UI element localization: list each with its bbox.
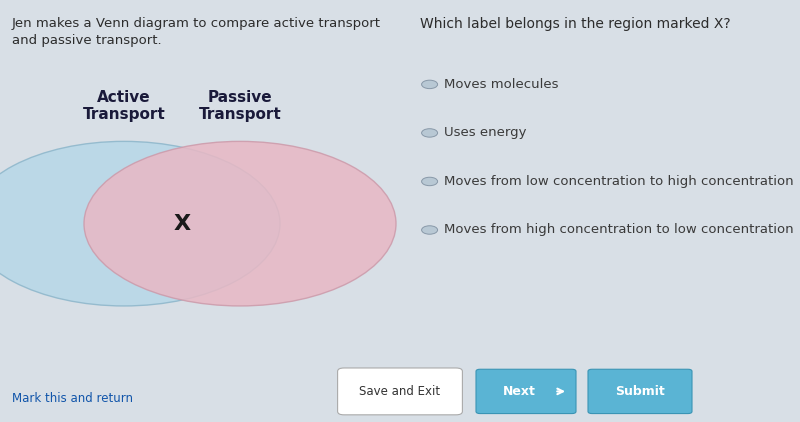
FancyBboxPatch shape [476,369,576,414]
FancyBboxPatch shape [588,369,692,414]
Circle shape [84,141,396,306]
Text: Submit: Submit [615,385,665,398]
Circle shape [422,177,438,186]
Text: Mark this and return: Mark this and return [12,392,133,405]
Text: Passive
Transport: Passive Transport [198,90,282,122]
Text: Uses energy: Uses energy [444,127,526,139]
Text: Which label belongs in the region marked X?: Which label belongs in the region marked… [420,17,730,31]
Circle shape [422,129,438,137]
Text: Active
Transport: Active Transport [82,90,166,122]
Circle shape [0,141,280,306]
FancyBboxPatch shape [338,368,462,415]
Text: X: X [174,214,190,234]
Circle shape [422,80,438,89]
Text: Save and Exit: Save and Exit [359,385,441,398]
Text: Moves from low concentration to high concentration: Moves from low concentration to high con… [444,175,794,188]
Text: Moves from high concentration to low concentration: Moves from high concentration to low con… [444,224,794,236]
Text: Moves molecules: Moves molecules [444,78,558,91]
Circle shape [422,226,438,234]
Text: Next: Next [503,385,536,398]
Text: Jen makes a Venn diagram to compare active transport
and passive transport.: Jen makes a Venn diagram to compare acti… [12,17,381,47]
